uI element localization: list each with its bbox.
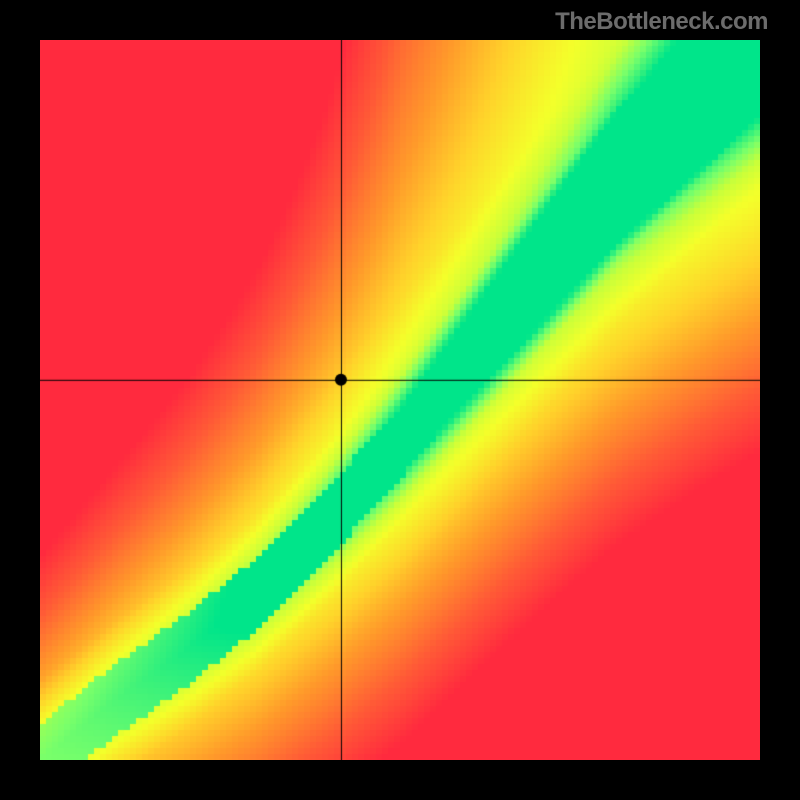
heatmap-canvas	[40, 40, 760, 760]
heatmap-plot	[40, 40, 760, 760]
watermark: TheBottleneck.com	[555, 8, 768, 36]
chart-container: TheBottleneck.com	[0, 0, 800, 800]
